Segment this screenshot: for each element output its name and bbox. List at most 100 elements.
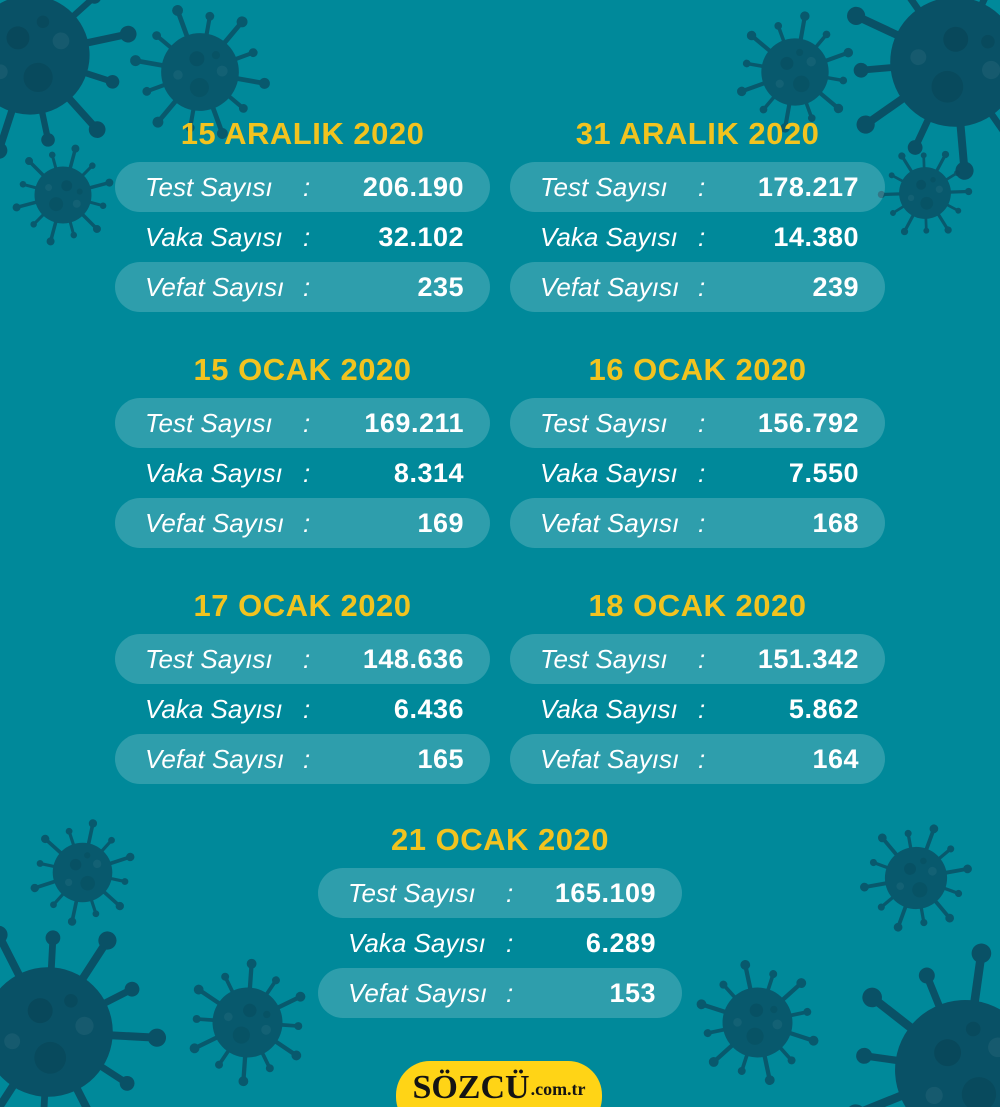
- vaka-row: Vaka Sayısı : 6.289: [318, 918, 682, 968]
- test-row: Test Sayısı : 151.342: [510, 634, 885, 684]
- vaka-value: 5.862: [788, 693, 859, 724]
- vaka-label: Vaka Sayısı: [540, 693, 678, 724]
- vefat-row: Vefat Sayısı : 235: [115, 262, 490, 312]
- vefat-value: 153: [609, 977, 656, 1008]
- panel-date-title: 16 OCAK 2020: [588, 352, 807, 387]
- sozcu-logo: SÖZCÜ .com.tr: [396, 1061, 602, 1107]
- colon: :: [506, 977, 514, 1008]
- vaka-label: Vaka Sayısı: [348, 927, 486, 958]
- test-label: Test Sayısı: [145, 643, 273, 674]
- colon: :: [506, 927, 514, 958]
- colon: :: [303, 407, 311, 438]
- virus-icon: [813, 918, 1000, 1107]
- test-value: 165.109: [554, 877, 656, 908]
- vefat-label: Vefat Sayısı: [348, 977, 488, 1008]
- colon: :: [303, 171, 311, 202]
- vefat-value: 168: [812, 507, 859, 538]
- virus-icon: [157, 932, 338, 1107]
- test-row: Test Sayısı : 156.792: [510, 398, 885, 448]
- vaka-value: 32.102: [378, 221, 464, 252]
- vaka-value: 7.550: [788, 457, 859, 488]
- panel-date-title: 17 OCAK 2020: [193, 588, 412, 623]
- vaka-value: 6.436: [393, 693, 464, 724]
- panel-date-title: 21 OCAK 2020: [391, 822, 609, 857]
- test-label: Test Sayısı: [348, 877, 476, 908]
- test-row: Test Sayısı : 169.211: [115, 398, 490, 448]
- vefat-value: 165: [417, 743, 464, 774]
- test-value: 148.636: [362, 643, 464, 674]
- test-row: Test Sayısı : 165.109: [318, 868, 682, 918]
- colon: :: [303, 271, 311, 302]
- panel-21-ocak-2020: 21 OCAK 2020 Test Sayısı : 165.109 Vaka …: [318, 822, 682, 1018]
- panel-17-ocak-2020: 17 OCAK 2020 Test Sayısı : 148.636 Vaka …: [115, 588, 490, 784]
- colon: :: [303, 221, 311, 252]
- vaka-value: 8.314: [393, 457, 464, 488]
- vefat-label: Vefat Sayısı: [540, 507, 680, 538]
- panel-15-aralik-2020: 15 ARALIK 2020 Test Sayısı : 206.190 Vak…: [115, 116, 490, 312]
- test-label: Test Sayısı: [540, 171, 668, 202]
- colon: :: [698, 507, 706, 538]
- vaka-value: 6.289: [585, 927, 656, 958]
- colon: :: [698, 221, 706, 252]
- sozcu-logo-text: SÖZCÜ: [412, 1069, 530, 1106]
- test-row: Test Sayısı : 178.217: [510, 162, 885, 212]
- vefat-row: Vefat Sayısı : 164: [510, 734, 885, 784]
- colon: :: [506, 877, 514, 908]
- colon: :: [303, 507, 311, 538]
- test-row: Test Sayısı : 148.636: [115, 634, 490, 684]
- colon: :: [698, 743, 706, 774]
- vaka-label: Vaka Sayısı: [145, 693, 283, 724]
- colon: :: [303, 693, 311, 724]
- vefat-row: Vefat Sayısı : 169: [115, 498, 490, 548]
- test-value: 206.190: [362, 171, 464, 202]
- vefat-value: 235: [417, 271, 464, 302]
- panel-31-aralik-2020: 31 ARALIK 2020 Test Sayısı : 178.217 Vak…: [510, 116, 885, 312]
- test-value: 178.217: [757, 171, 859, 202]
- test-label: Test Sayısı: [540, 643, 668, 674]
- vefat-value: 164: [812, 743, 859, 774]
- panel-date-title: 18 OCAK 2020: [588, 588, 807, 623]
- panel-date-title: 31 ARALIK 2020: [575, 116, 820, 151]
- panel-18-ocak-2020: 18 OCAK 2020 Test Sayısı : 151.342 Vaka …: [510, 588, 885, 784]
- vefat-label: Vefat Sayısı: [145, 743, 285, 774]
- virus-icon: [662, 927, 853, 1107]
- vefat-row: Vefat Sayısı : 153: [318, 968, 682, 1018]
- vaka-label: Vaka Sayısı: [145, 221, 283, 252]
- colon: :: [698, 171, 706, 202]
- vefat-label: Vefat Sayısı: [145, 507, 285, 538]
- vefat-row: Vefat Sayısı : 165: [115, 734, 490, 784]
- panel-15-ocak-2020: 15 OCAK 2020 Test Sayısı : 169.211 Vaka …: [115, 352, 490, 548]
- test-label: Test Sayısı: [145, 407, 273, 438]
- vefat-row: Vefat Sayısı : 239: [510, 262, 885, 312]
- panel-date-title: 15 OCAK 2020: [193, 352, 412, 387]
- test-row: Test Sayısı : 206.190: [115, 162, 490, 212]
- test-value: 169.211: [364, 407, 464, 438]
- vaka-value: 14.380: [773, 221, 859, 252]
- colon: :: [303, 743, 311, 774]
- vefat-value: 169: [417, 507, 464, 538]
- vaka-label: Vaka Sayısı: [540, 221, 678, 252]
- vefat-label: Vefat Sayısı: [145, 271, 285, 302]
- panel-date-title: 15 ARALIK 2020: [180, 116, 425, 151]
- test-label: Test Sayısı: [540, 407, 668, 438]
- vaka-label: Vaka Sayısı: [540, 457, 678, 488]
- vaka-row: Vaka Sayısı : 32.102: [115, 212, 490, 262]
- vaka-label: Vaka Sayısı: [145, 457, 283, 488]
- test-label: Test Sayısı: [145, 171, 273, 202]
- colon: :: [698, 643, 706, 674]
- sozcu-logo-domain-suffix: .com.tr: [530, 1079, 586, 1099]
- vaka-row: Vaka Sayısı : 6.436: [115, 684, 490, 734]
- panel-16-ocak-2020: 16 OCAK 2020 Test Sayısı : 156.792 Vaka …: [510, 352, 885, 548]
- colon: :: [698, 457, 706, 488]
- colon: :: [698, 271, 706, 302]
- colon: :: [698, 693, 706, 724]
- vefat-label: Vefat Sayısı: [540, 743, 680, 774]
- vefat-row: Vefat Sayısı : 168: [510, 498, 885, 548]
- vaka-row: Vaka Sayısı : 14.380: [510, 212, 885, 262]
- vaka-row: Vaka Sayısı : 8.314: [115, 448, 490, 498]
- colon: :: [303, 457, 311, 488]
- test-value: 151.342: [757, 643, 859, 674]
- vefat-value: 239: [812, 271, 859, 302]
- vaka-row: Vaka Sayısı : 7.550: [510, 448, 885, 498]
